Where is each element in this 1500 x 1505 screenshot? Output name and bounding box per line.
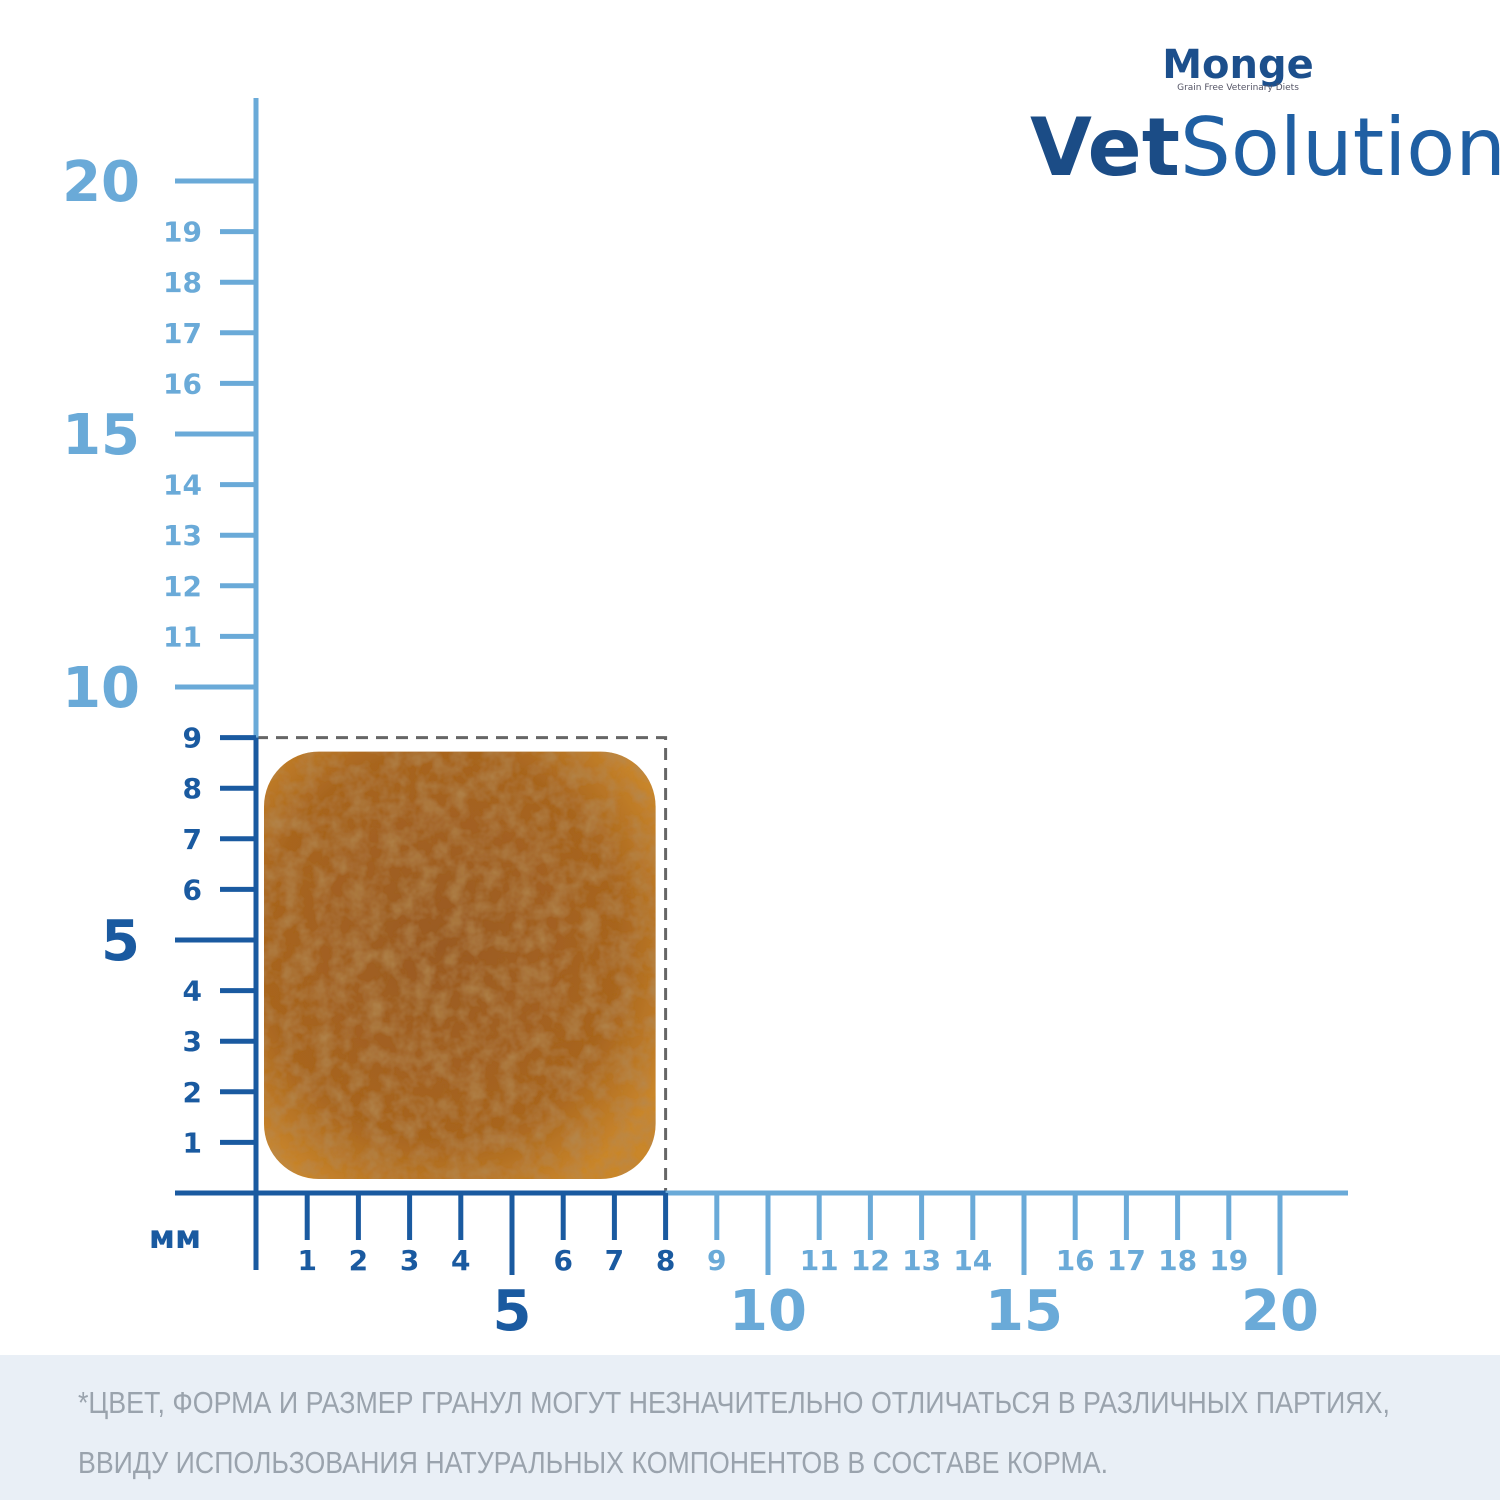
x-tick-label: 8 bbox=[656, 1244, 675, 1277]
x-tick-label: 2 bbox=[349, 1244, 368, 1277]
x-tick-label: 5 bbox=[493, 1279, 532, 1344]
x-tick-label: 11 bbox=[800, 1244, 839, 1277]
product-name: VetSolution bbox=[1030, 101, 1500, 194]
y-tick-label: 1 bbox=[183, 1126, 202, 1159]
product-part: Solution bbox=[1180, 101, 1500, 194]
x-tick-label: 13 bbox=[902, 1244, 941, 1277]
y-tick-label: 12 bbox=[163, 570, 202, 603]
x-tick-label: 3 bbox=[400, 1244, 419, 1277]
x-tick-label: 19 bbox=[1209, 1244, 1248, 1277]
kibble bbox=[264, 751, 656, 1179]
note-line: *ЦВЕТ, ФОРМА И РАЗМЕР ГРАНУЛ МОГУТ НЕЗНА… bbox=[78, 1385, 1390, 1420]
y-tick-label: 15 bbox=[62, 403, 140, 468]
x-tick-label: 10 bbox=[729, 1279, 807, 1344]
brand-tagline: Grain Free Veterinary Diets bbox=[1177, 83, 1299, 93]
y-tick-label: 3 bbox=[183, 1025, 202, 1058]
x-tick-label: 16 bbox=[1056, 1244, 1095, 1277]
y-tick-label: 14 bbox=[163, 469, 202, 502]
y-tick-label: 10 bbox=[62, 656, 140, 721]
size-box bbox=[256, 736, 668, 1193]
x-tick-label: 15 bbox=[985, 1279, 1063, 1344]
x-tick-label: 7 bbox=[605, 1244, 624, 1277]
note-line: ВВИДУ ИСПОЛЬЗОВАНИЯ НАТУРАЛЬНЫХ КОМПОНЕН… bbox=[78, 1445, 1108, 1480]
x-tick-label: 12 bbox=[851, 1244, 890, 1277]
y-tick-label: 5 bbox=[101, 909, 140, 974]
y-tick-label: 6 bbox=[183, 873, 202, 906]
brand-name: Monge bbox=[1162, 42, 1314, 88]
y-tick-label: 20 bbox=[62, 150, 140, 215]
y-tick-label: 7 bbox=[183, 823, 202, 856]
y-tick-label: 19 bbox=[163, 216, 202, 249]
y-tick-label: 11 bbox=[163, 620, 202, 653]
x-tick-label: 6 bbox=[553, 1244, 572, 1277]
y-tick-label: 8 bbox=[183, 772, 202, 805]
unit-label: мм bbox=[149, 1218, 201, 1256]
product-part: Vet bbox=[1030, 101, 1180, 194]
x-tick-label: 18 bbox=[1158, 1244, 1197, 1277]
y-tick-label: 9 bbox=[183, 722, 202, 755]
x-tick-label: 14 bbox=[953, 1244, 992, 1277]
y-tick-label: 13 bbox=[163, 519, 202, 552]
x-tick-label: 20 bbox=[1241, 1279, 1319, 1344]
y-tick-label: 4 bbox=[183, 975, 202, 1008]
y-tick-label: 2 bbox=[183, 1076, 202, 1109]
y-tick-label: 18 bbox=[163, 266, 202, 299]
note-band bbox=[0, 1355, 1500, 1500]
x-tick-label: 4 bbox=[451, 1244, 470, 1277]
y-tick-label: 17 bbox=[163, 317, 202, 350]
x-tick-label: 1 bbox=[297, 1244, 316, 1277]
y-tick-label: 16 bbox=[163, 367, 202, 400]
x-tick-label: 9 bbox=[707, 1244, 726, 1277]
x-tick-label: 17 bbox=[1107, 1244, 1146, 1277]
